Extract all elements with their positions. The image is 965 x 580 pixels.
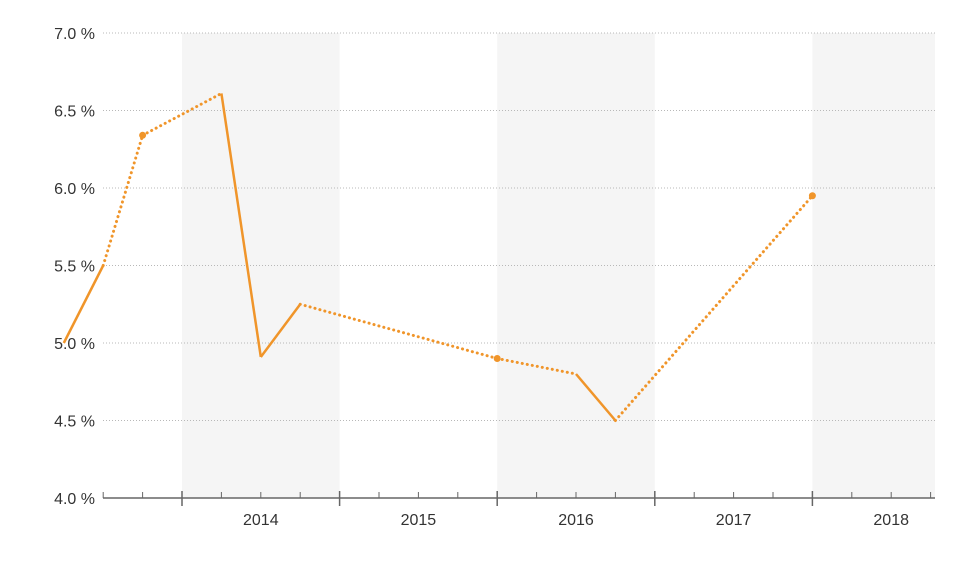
alternating-year-bands	[182, 33, 935, 498]
data-point	[493, 355, 501, 362]
data-point	[139, 131, 147, 139]
x-tick-label: 2018	[873, 512, 909, 529]
y-tick-label: 4.5 %	[54, 414, 95, 431]
x-tick-label: 2014	[243, 512, 279, 529]
gridlines	[103, 32, 935, 421]
y-tick-label: 7.0 %	[54, 26, 95, 43]
y-axis-tick-labels: 4.0 % 4.5 % 5.0 % 5.5 % 6.0 % 6.5 % 7.0 %	[54, 26, 95, 508]
x-tick-label: 2017	[716, 512, 752, 529]
series-segment	[62, 264, 105, 344]
series-markers	[139, 131, 816, 362]
x-tick-label: 2016	[558, 512, 594, 529]
series-segment	[101, 133, 145, 267]
data-point	[808, 192, 816, 200]
y-tick-label: 5.0 %	[54, 336, 95, 353]
series-segment	[259, 303, 302, 358]
series-segment	[298, 302, 499, 360]
y-tick-label: 6.0 %	[54, 181, 95, 198]
y-tick-label: 6.5 %	[54, 104, 95, 121]
series-segment	[141, 91, 223, 137]
series-line	[62, 91, 814, 422]
series-segment	[220, 93, 263, 358]
series-segment	[495, 357, 578, 376]
x-axis: 2014 2015 2016 2017 2018	[102, 491, 935, 529]
y-tick-label: 4.0 %	[54, 491, 95, 508]
series-segment	[575, 373, 617, 422]
x-tick-label: 2015	[401, 512, 437, 529]
y-tick-label: 5.5 %	[54, 259, 95, 276]
series-segment	[613, 194, 814, 422]
